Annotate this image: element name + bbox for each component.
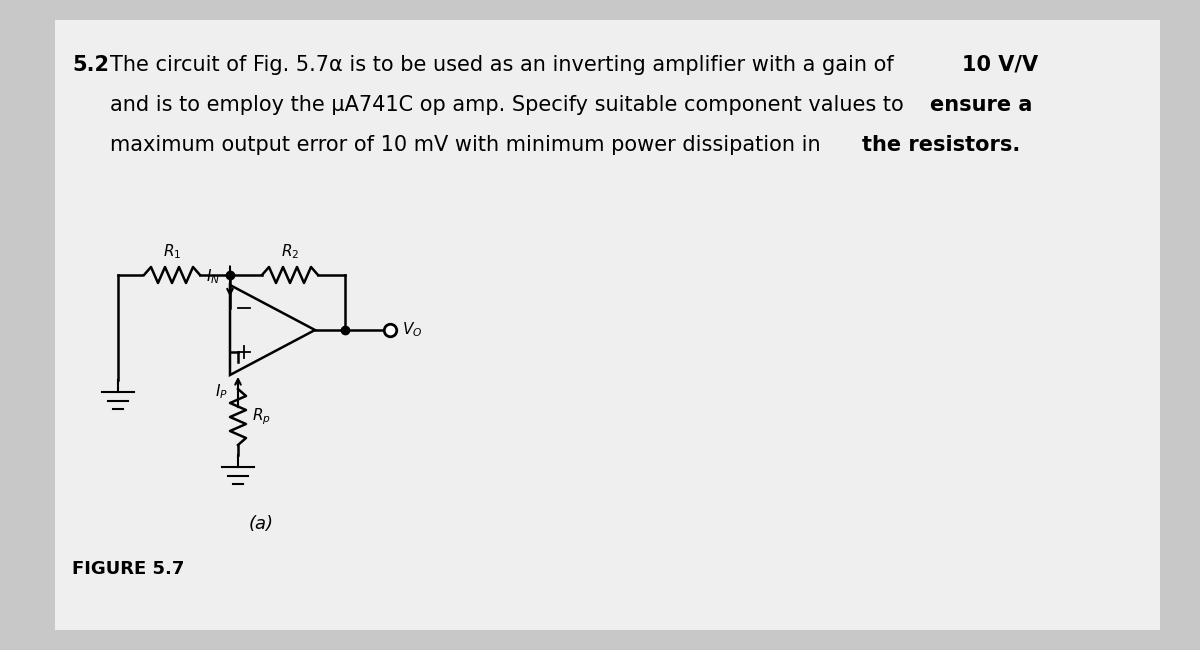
Text: 10 V/V: 10 V/V <box>962 55 1038 75</box>
FancyBboxPatch shape <box>55 20 1160 630</box>
Text: $V_O$: $V_O$ <box>402 320 422 339</box>
Text: and is to employ the μA741C op amp. Specify suitable component values to: and is to employ the μA741C op amp. Spec… <box>110 95 911 115</box>
Text: $R_p$: $R_p$ <box>252 407 271 427</box>
Text: 5.2: 5.2 <box>72 55 109 75</box>
Text: FIGURE 5.7: FIGURE 5.7 <box>72 560 185 578</box>
Text: $I_N$: $I_N$ <box>206 267 220 286</box>
Text: maximum output error of 10 mV with minimum power dissipation in: maximum output error of 10 mV with minim… <box>110 135 827 155</box>
Text: the resistors.: the resistors. <box>862 135 1020 155</box>
Text: ensure a: ensure a <box>930 95 1032 115</box>
Text: $I_P$: $I_P$ <box>215 383 228 401</box>
Text: $R_2$: $R_2$ <box>281 242 299 261</box>
Text: The circuit of Fig. 5.7α is to be used as an inverting amplifier with a gain of: The circuit of Fig. 5.7α is to be used a… <box>110 55 900 75</box>
Text: (a): (a) <box>250 515 274 533</box>
Text: $R_1$: $R_1$ <box>163 242 181 261</box>
